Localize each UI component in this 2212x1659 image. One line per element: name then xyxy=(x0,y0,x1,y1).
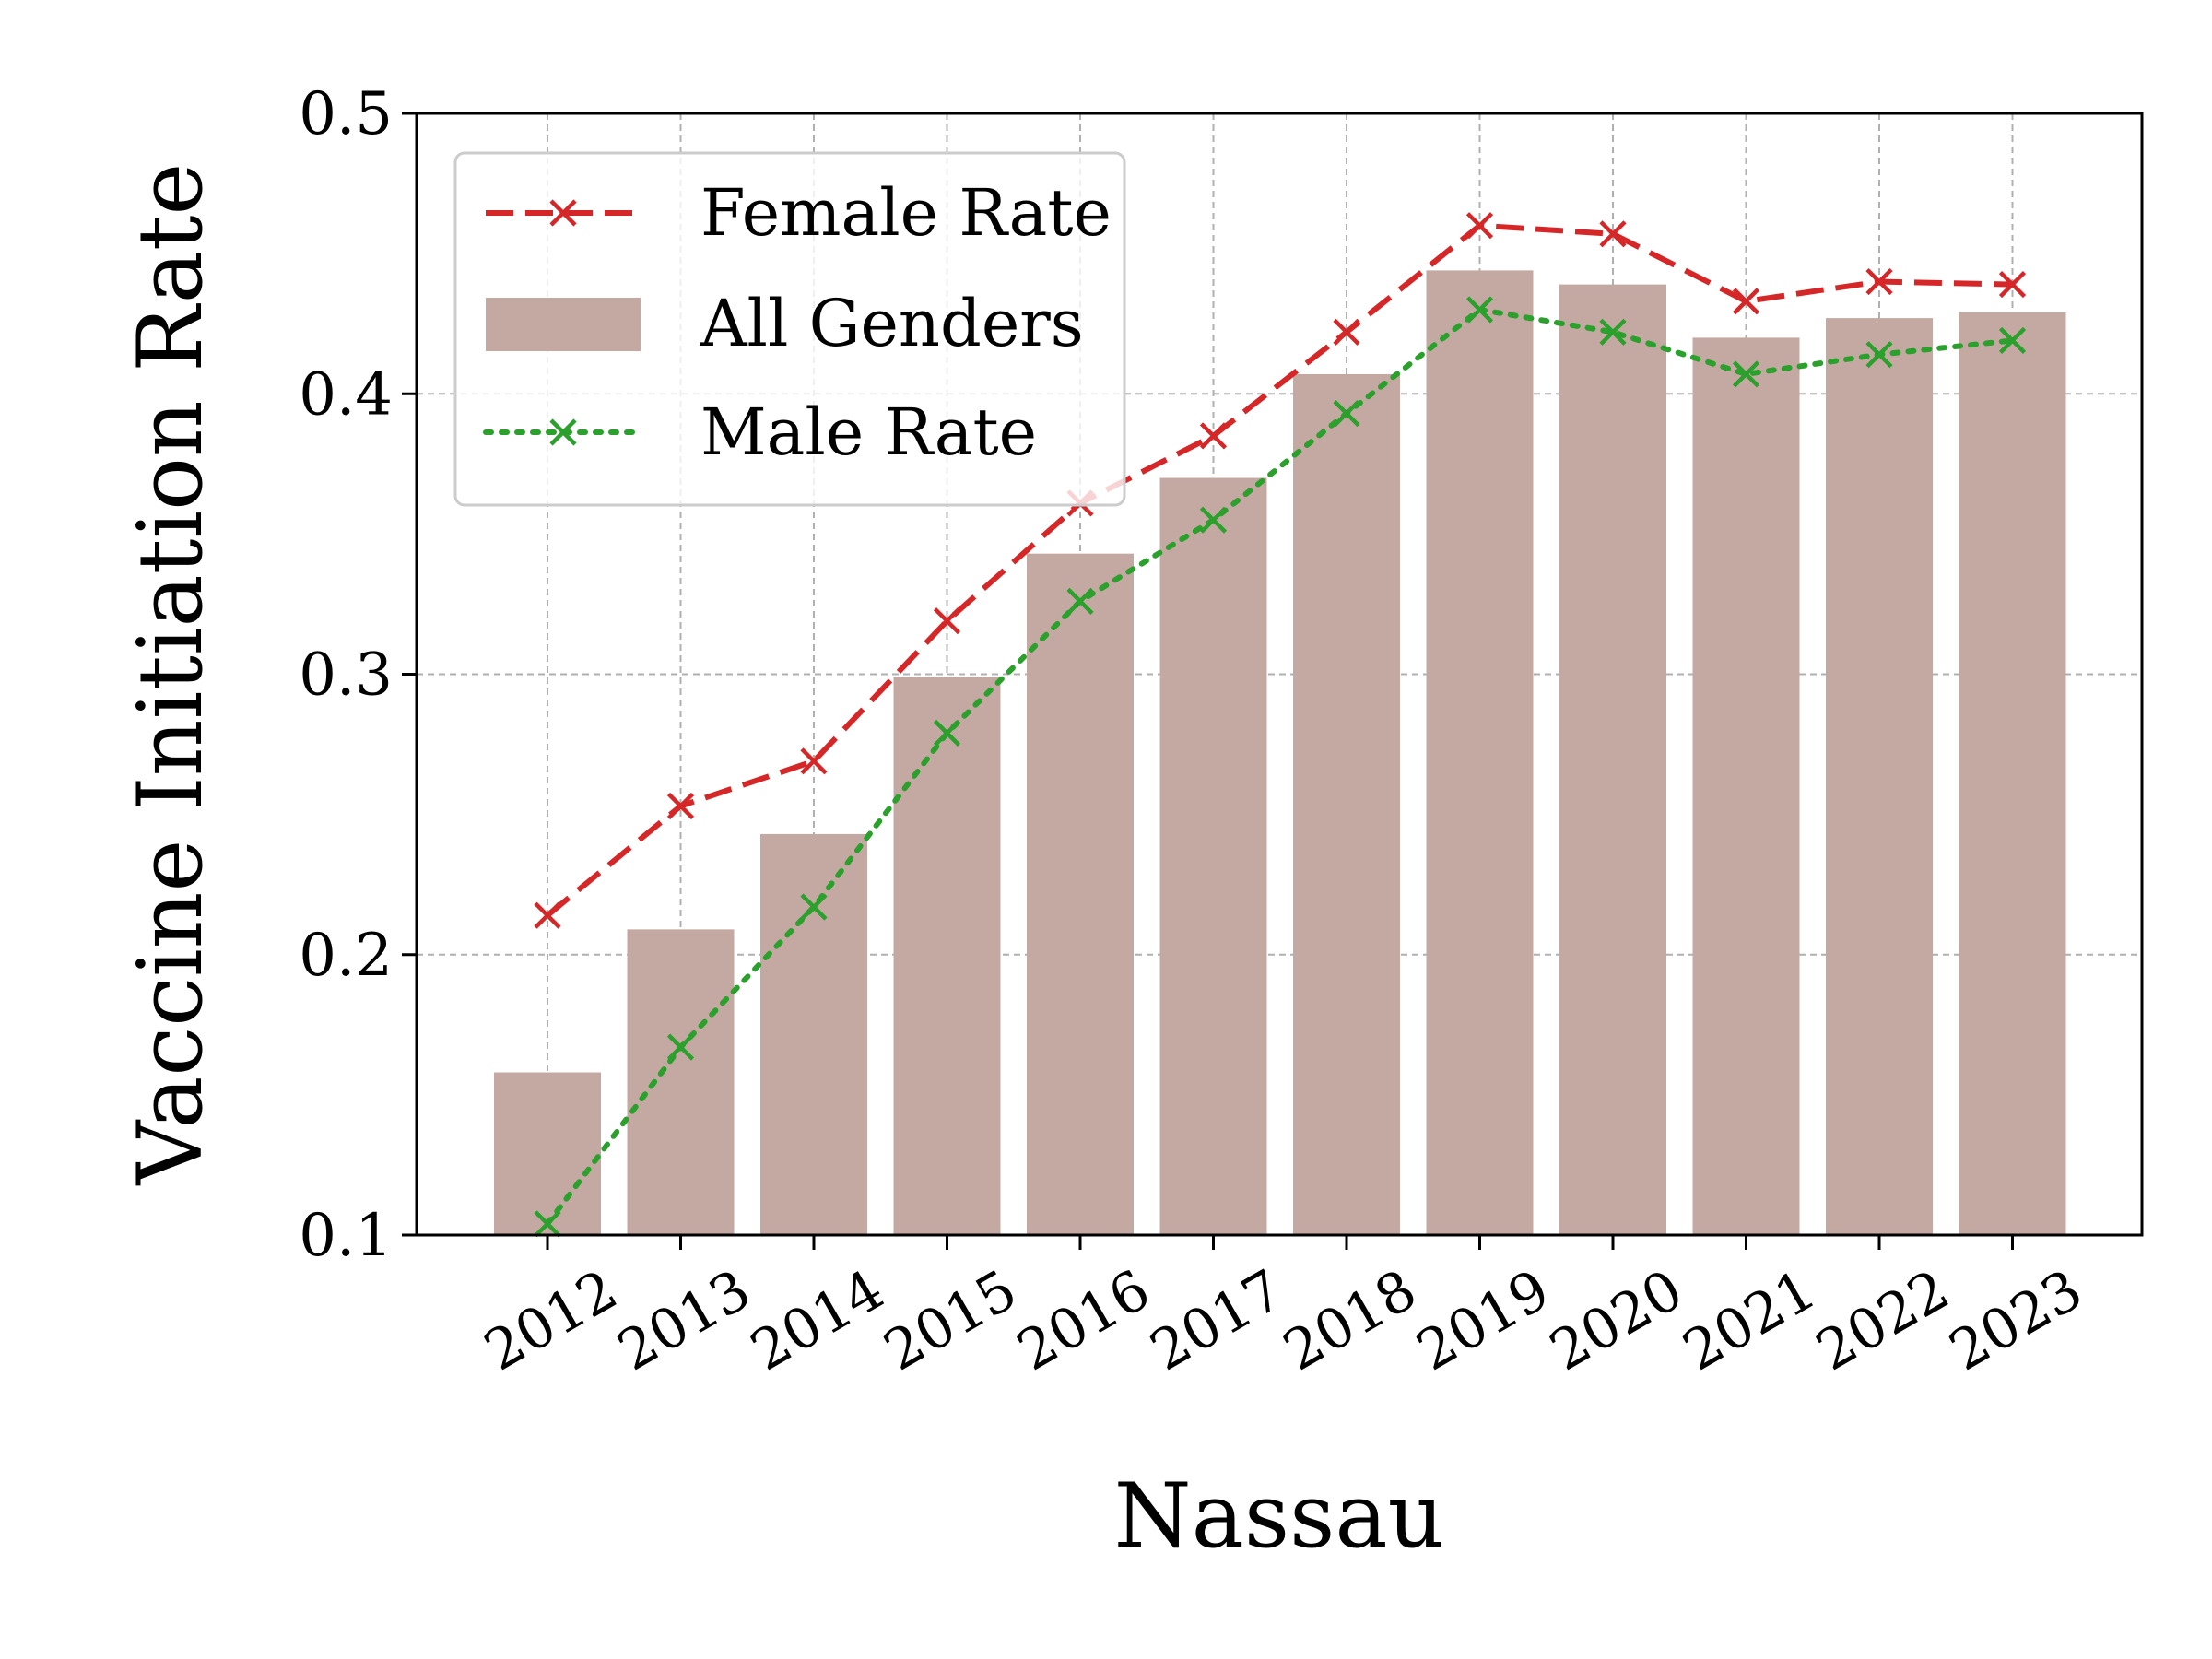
x-tick-label: 2012 xyxy=(474,1257,628,1383)
x-tick-label: 2020 xyxy=(1539,1257,1693,1383)
bar xyxy=(1559,284,1666,1235)
data-point xyxy=(1599,220,1627,248)
data-point xyxy=(1599,318,1627,346)
line-series xyxy=(534,212,2027,1238)
legend: Female Rate All Genders Male Rate xyxy=(453,151,1126,507)
data-point xyxy=(1465,296,1494,324)
y-tick-label: 0.4 xyxy=(299,360,393,429)
x-axis-label: Nassau xyxy=(1114,1465,1445,1568)
data-point xyxy=(1333,399,1360,428)
legend-marker xyxy=(549,199,577,227)
data-point xyxy=(534,901,561,929)
y-tick-label: 0.5 xyxy=(299,80,393,148)
x-tick-label: 2014 xyxy=(740,1257,894,1383)
series-line xyxy=(546,222,2013,918)
x-tick-label: 2017 xyxy=(1140,1257,1294,1383)
x-tick-label: 2019 xyxy=(1406,1257,1560,1383)
legend-label: Male Rate xyxy=(700,394,1037,470)
x-tick-label: 2022 xyxy=(1806,1257,1959,1383)
bar xyxy=(1826,318,1933,1235)
data-point xyxy=(1732,360,1760,388)
y-tick-label: 0.1 xyxy=(299,1202,393,1270)
y-tick-label: 0.3 xyxy=(299,641,393,710)
bar xyxy=(627,929,735,1235)
data-point xyxy=(666,792,695,820)
bar xyxy=(1293,373,1400,1235)
y-axis: 0.1 0.2 0.3 0.4 0.5 xyxy=(299,80,417,1270)
data-point xyxy=(666,1033,695,1061)
data-point xyxy=(1333,318,1360,346)
data-point xyxy=(1732,288,1760,315)
data-point xyxy=(800,747,828,775)
bar xyxy=(494,1072,601,1235)
data-point xyxy=(1199,506,1228,534)
data-point xyxy=(1998,326,2027,355)
data-point xyxy=(800,893,828,921)
y-axis-label: Vaccine Initiation Rate xyxy=(119,163,222,1186)
bar xyxy=(893,677,1001,1235)
data-point xyxy=(933,607,961,635)
legend-box xyxy=(453,151,1126,507)
x-tick-label: 2015 xyxy=(874,1257,1028,1383)
legend-label: All Genders xyxy=(700,286,1084,361)
data-point xyxy=(933,719,961,747)
bar xyxy=(760,833,867,1235)
x-tick-label: 2016 xyxy=(1006,1257,1160,1383)
bar xyxy=(1692,337,1800,1235)
x-tick-label: 2013 xyxy=(607,1257,761,1383)
series-line xyxy=(545,306,2016,1227)
x-tick-label: 2023 xyxy=(1939,1257,2093,1383)
data-point xyxy=(1998,271,2027,299)
data-point xyxy=(1199,422,1228,450)
data-point xyxy=(1865,267,1893,296)
legend-swatch xyxy=(486,298,641,351)
data-point xyxy=(1865,341,1893,369)
x-tick-label: 2018 xyxy=(1273,1257,1427,1383)
data-point xyxy=(534,1210,561,1238)
bar xyxy=(1159,477,1267,1235)
legend-label: Female Rate xyxy=(700,175,1112,251)
legend-marker xyxy=(549,418,577,446)
data-point xyxy=(1465,212,1494,240)
x-tick-label: 2021 xyxy=(1673,1257,1827,1383)
bar xyxy=(1959,312,2066,1236)
bar xyxy=(1426,270,1534,1235)
bar xyxy=(1027,553,1134,1235)
x-axis: 2012201320142015201620172018201920202021… xyxy=(474,1235,2093,1383)
bar-series xyxy=(494,270,2066,1236)
y-tick-label: 0.2 xyxy=(299,922,393,990)
data-point xyxy=(1066,587,1094,615)
